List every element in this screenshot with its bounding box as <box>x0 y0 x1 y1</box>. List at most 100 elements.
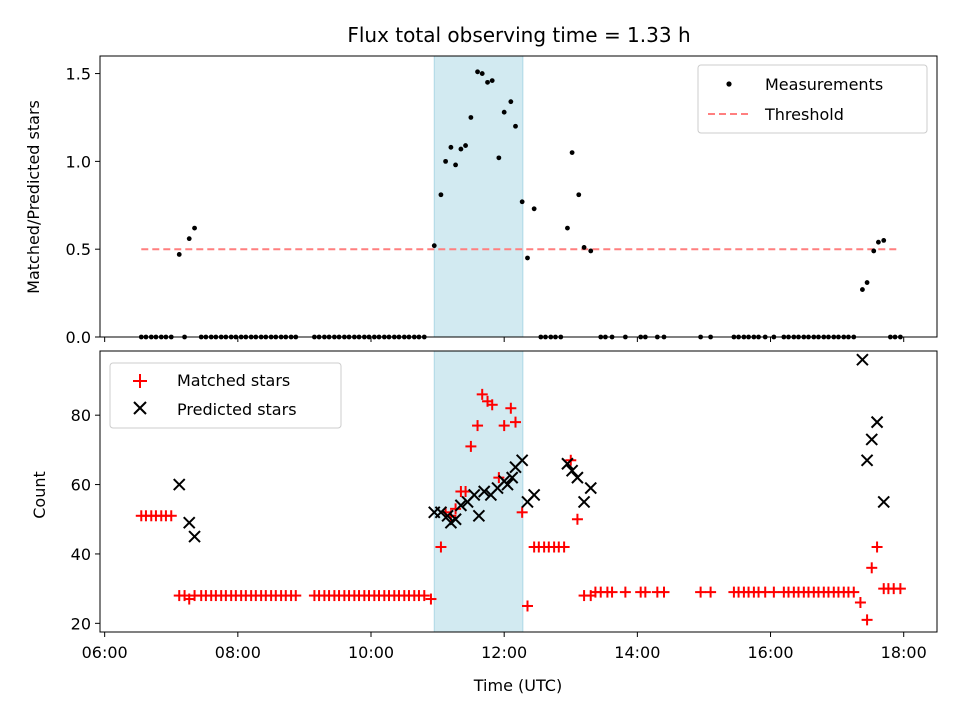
x-tick-label: 10:00 <box>348 643 394 662</box>
point-matched-stars <box>606 586 618 598</box>
point-measurements <box>501 109 507 115</box>
point-measurements <box>453 162 458 168</box>
point-measurements <box>569 150 575 155</box>
point-matched-stars <box>460 486 472 497</box>
point-measurements <box>479 71 485 76</box>
point-measurements <box>588 248 594 254</box>
top-panel: 0.0 0.5 1.0 1.5 Matched/Predicted stars Mea… <box>24 55 938 347</box>
bottom-y-axis-label: Count <box>30 471 49 519</box>
point-measurements <box>519 199 525 205</box>
point-predicted-stars <box>449 513 462 526</box>
point-matched-stars <box>435 541 447 553</box>
point-predicted-stars <box>856 353 869 366</box>
point-measurements <box>192 225 197 231</box>
point-matched-stars <box>521 600 533 612</box>
point-matched-stars <box>894 583 906 595</box>
point-matched-stars <box>465 440 477 452</box>
point-predicted-stars <box>515 454 529 467</box>
point-measurements <box>475 69 480 75</box>
point-predicted-stars <box>472 509 486 522</box>
point-matched-stars <box>165 510 177 522</box>
point-measurements <box>871 248 877 254</box>
point-matched-stars <box>510 416 522 428</box>
point-measurements <box>496 155 502 161</box>
point-predicted-stars <box>865 433 878 446</box>
point-measurements <box>876 239 881 245</box>
top-y-axis-label: Matched/Predicted stars <box>24 100 43 294</box>
legend-marker-matched <box>133 374 147 388</box>
point-measurements <box>458 146 464 152</box>
point-matched-stars <box>450 503 462 515</box>
x-tick-label: 08:00 <box>215 643 261 662</box>
bottom-legend-frame <box>109 362 342 429</box>
point-matched-stars <box>486 399 498 411</box>
point-predicted-stars <box>434 506 448 519</box>
point-matched-stars <box>516 506 528 518</box>
point-predicted-stars <box>565 464 579 477</box>
top-axes-frame <box>99 55 938 338</box>
bottom-y-tick-label: 40 <box>71 545 91 564</box>
point-matched-stars <box>871 541 883 553</box>
point-predicted-stars <box>173 478 186 491</box>
point-predicted-stars <box>478 485 491 498</box>
point-matched-stars <box>854 597 866 609</box>
point-matched-stars <box>866 562 878 574</box>
point-matched-stars <box>418 590 430 602</box>
point-matched-stars <box>639 586 651 598</box>
bottom-y-tick-label: 60 <box>71 476 91 495</box>
point-matched-stars <box>571 513 583 525</box>
point-measurements <box>508 99 514 105</box>
point-predicted-stars <box>527 488 541 502</box>
bottom-axes-frame <box>99 350 938 633</box>
point-measurements <box>186 236 192 242</box>
point-matched-stars <box>695 586 707 598</box>
bottom-panel: 20 40 60 80 06:00 08:00 10:00 12:00 14:00 16:00 18… <box>30 350 938 695</box>
point-measurements <box>463 143 468 148</box>
point-measurements <box>531 206 537 212</box>
point-measurements <box>485 79 490 85</box>
point-predicted-stars <box>501 478 514 491</box>
x-tick-label: 16:00 <box>747 643 793 662</box>
point-predicted-stars <box>577 495 591 509</box>
x-tick-label: 12:00 <box>481 643 527 662</box>
point-matched-stars <box>505 402 517 414</box>
point-matched-stars <box>472 420 484 432</box>
point-predicted-stars <box>454 499 468 512</box>
point-predicted-stars <box>860 454 874 467</box>
point-matched-stars <box>861 614 873 626</box>
point-predicted-stars <box>571 471 584 484</box>
point-matched-stars <box>619 586 631 598</box>
point-measurements <box>860 287 865 292</box>
legend-label-predicted: Predicted stars <box>177 400 297 419</box>
point-matched-stars <box>705 586 717 598</box>
point-predicted-stars <box>188 530 201 543</box>
point-measurements <box>443 158 448 164</box>
point-measurements <box>438 192 444 198</box>
point-predicted-stars <box>877 495 890 509</box>
point-matched-stars <box>768 586 780 598</box>
x-tick-label: 06:00 <box>82 643 128 662</box>
point-predicted-stars <box>441 509 454 522</box>
figure-title: Flux total observing time = 1.33 h <box>347 23 690 47</box>
point-predicted-stars <box>584 481 597 495</box>
point-matched-stars <box>476 388 488 400</box>
top-y-tick-label: 1.5 <box>66 65 91 84</box>
legend-marker-measurements <box>726 81 732 87</box>
point-predicted-stars <box>505 471 519 484</box>
legend-label-measurements: Measurements <box>765 75 883 94</box>
point-measurements <box>513 123 518 129</box>
point-measurements <box>176 252 182 257</box>
point-measurements <box>864 280 870 285</box>
point-predicted-stars <box>183 516 196 529</box>
point-measurements <box>431 243 437 249</box>
bottom-y-tick-label: 20 <box>71 614 91 633</box>
point-measurements <box>468 115 474 120</box>
point-matched-stars <box>493 472 505 484</box>
bottom-legend: Matched stars Predicted stars <box>109 362 342 429</box>
top-legend-frame <box>697 64 928 134</box>
top-highlight-span <box>433 55 524 338</box>
point-predicted-stars <box>468 488 481 502</box>
point-measurements <box>525 255 530 261</box>
point-predicted-stars <box>870 415 884 429</box>
